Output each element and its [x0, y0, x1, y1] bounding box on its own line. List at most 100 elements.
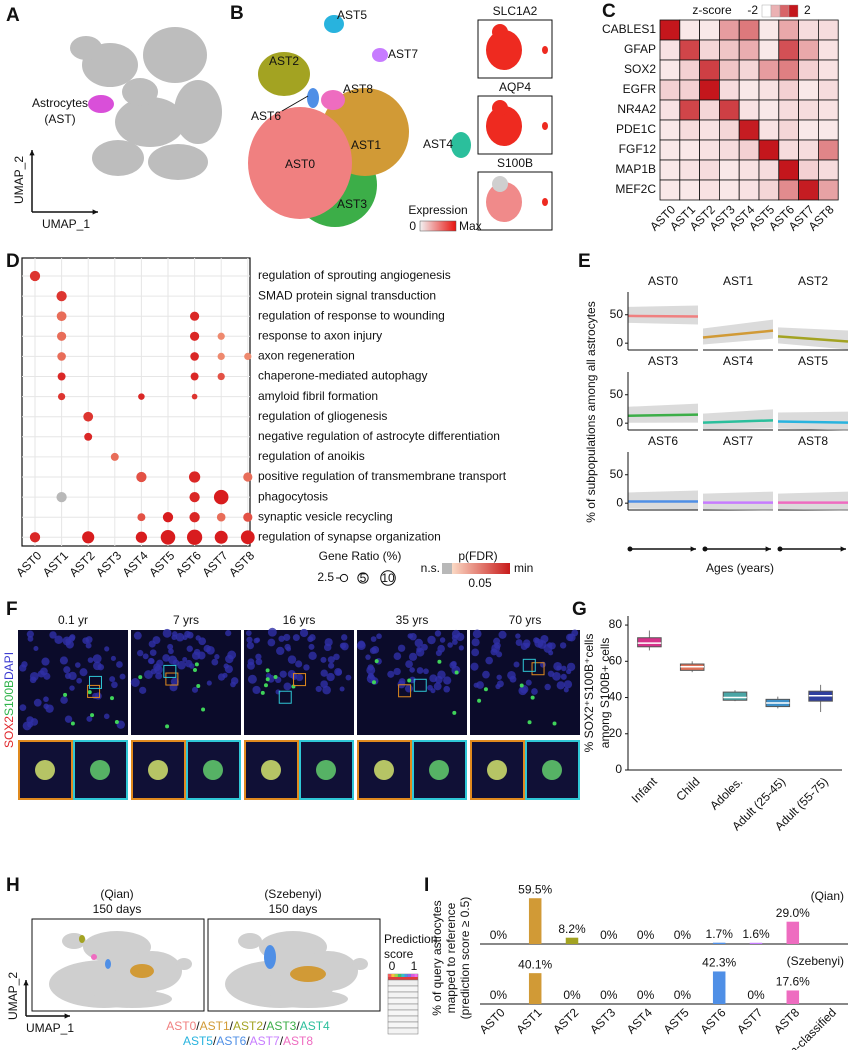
box: [722, 691, 748, 701]
umap-cluster: [115, 97, 185, 147]
nucleus: [553, 661, 562, 671]
inset-box: [398, 684, 412, 698]
nucleus: [182, 635, 188, 641]
nucleus: [64, 672, 72, 679]
trend-line: [627, 413, 699, 418]
heat-cell: [659, 159, 681, 181]
term-label: SMAD protein signal transduction: [258, 288, 436, 302]
bar: [786, 990, 800, 1004]
nucleus: [139, 686, 147, 694]
nucleus: [421, 643, 428, 651]
facet-title: (Qian): [811, 889, 844, 903]
nucleus: [79, 668, 88, 677]
nucleus: [559, 642, 567, 649]
heat-cell: [818, 79, 839, 101]
row-label: PDE1C: [616, 122, 656, 136]
bar: [565, 937, 579, 944]
heat-cell: [758, 59, 780, 81]
nucleus: [265, 672, 272, 679]
legend-tick: 2: [804, 3, 811, 17]
trend-line: [702, 329, 774, 339]
nucleus: [19, 664, 27, 672]
nucleus: [328, 662, 335, 669]
heat-cell: [679, 79, 700, 101]
colorbar-hue: [411, 974, 415, 977]
value-label: 1.7%: [706, 927, 734, 941]
dot: [56, 491, 67, 503]
cell: [407, 678, 412, 683]
nucleus: [322, 685, 331, 695]
nucleus: [69, 685, 75, 691]
value-label: 0%: [674, 988, 692, 1002]
crop-cell: [316, 760, 336, 780]
heat-cell: [798, 159, 819, 181]
umap-cluster: [258, 52, 310, 96]
legend-swatch: [779, 4, 790, 18]
channel-name: S100B: [2, 680, 16, 716]
heat-cell: [699, 159, 720, 181]
nucleus: [19, 704, 27, 712]
nucleus: [49, 631, 57, 639]
nucleus: [397, 644, 406, 652]
nucleus: [111, 681, 118, 689]
cell: [437, 659, 442, 664]
nucleus: [214, 654, 220, 660]
cell: [70, 721, 75, 726]
heat-cell: [738, 159, 760, 181]
inset-box: [413, 678, 427, 692]
nucleus: [63, 666, 71, 674]
nucleus: [278, 635, 285, 642]
facet-title: AST5: [798, 354, 828, 368]
nucleus: [308, 651, 317, 660]
term-label: regulation of response to wounding: [258, 308, 445, 322]
nucleus: [566, 662, 576, 672]
x-tick-label: AST0: [477, 1005, 508, 1036]
y-tick-label: 50: [610, 387, 624, 401]
nucleus: [162, 628, 172, 638]
cluster-label: AST8: [343, 82, 373, 96]
legend-gradient: [452, 563, 510, 574]
nucleus: [86, 715, 93, 722]
channel-label: SOX2S100BDAPI: [2, 652, 16, 748]
colorbar-cell: [387, 1003, 419, 1011]
heat-cell: [738, 39, 760, 61]
facet-title: AST2: [798, 274, 828, 288]
crop-cell: [90, 760, 110, 780]
trend-line: [777, 335, 849, 343]
nucleus: [284, 643, 291, 651]
panel-label: B: [230, 3, 244, 24]
dot: [162, 512, 174, 523]
nucleus: [537, 640, 547, 649]
heat-cell: [699, 179, 720, 201]
nucleus: [82, 637, 89, 644]
dot: [190, 372, 199, 381]
y-tick-label: 20: [609, 726, 623, 740]
nucleus: [472, 629, 482, 639]
nucleus: [247, 661, 255, 670]
nucleus: [443, 676, 452, 685]
heat-cell: [758, 119, 780, 141]
umap-cluster: [143, 27, 207, 83]
heat-cell: [738, 179, 760, 201]
nucleus: [93, 661, 102, 671]
nucleus: [40, 667, 48, 676]
trend-line: [702, 419, 774, 424]
nucleus: [371, 646, 380, 654]
nucleus: [556, 681, 565, 690]
heat-cell: [738, 139, 760, 161]
row-label: NR4A2: [617, 102, 656, 116]
separator: /: [230, 1019, 234, 1033]
y-tick-label: 80: [609, 617, 623, 631]
dot: [186, 529, 203, 545]
dot: [84, 432, 93, 441]
row-label: SOX2: [624, 62, 656, 76]
inset-box: [522, 658, 536, 672]
x-tick-label: AST1: [40, 548, 71, 579]
dot: [190, 331, 200, 341]
dot: [136, 471, 147, 483]
separator: /: [196, 1019, 200, 1033]
nucleus: [171, 634, 177, 641]
age-title: 35 yrs: [396, 613, 429, 627]
nucleus: [409, 667, 415, 673]
heat-cell: [659, 139, 681, 161]
